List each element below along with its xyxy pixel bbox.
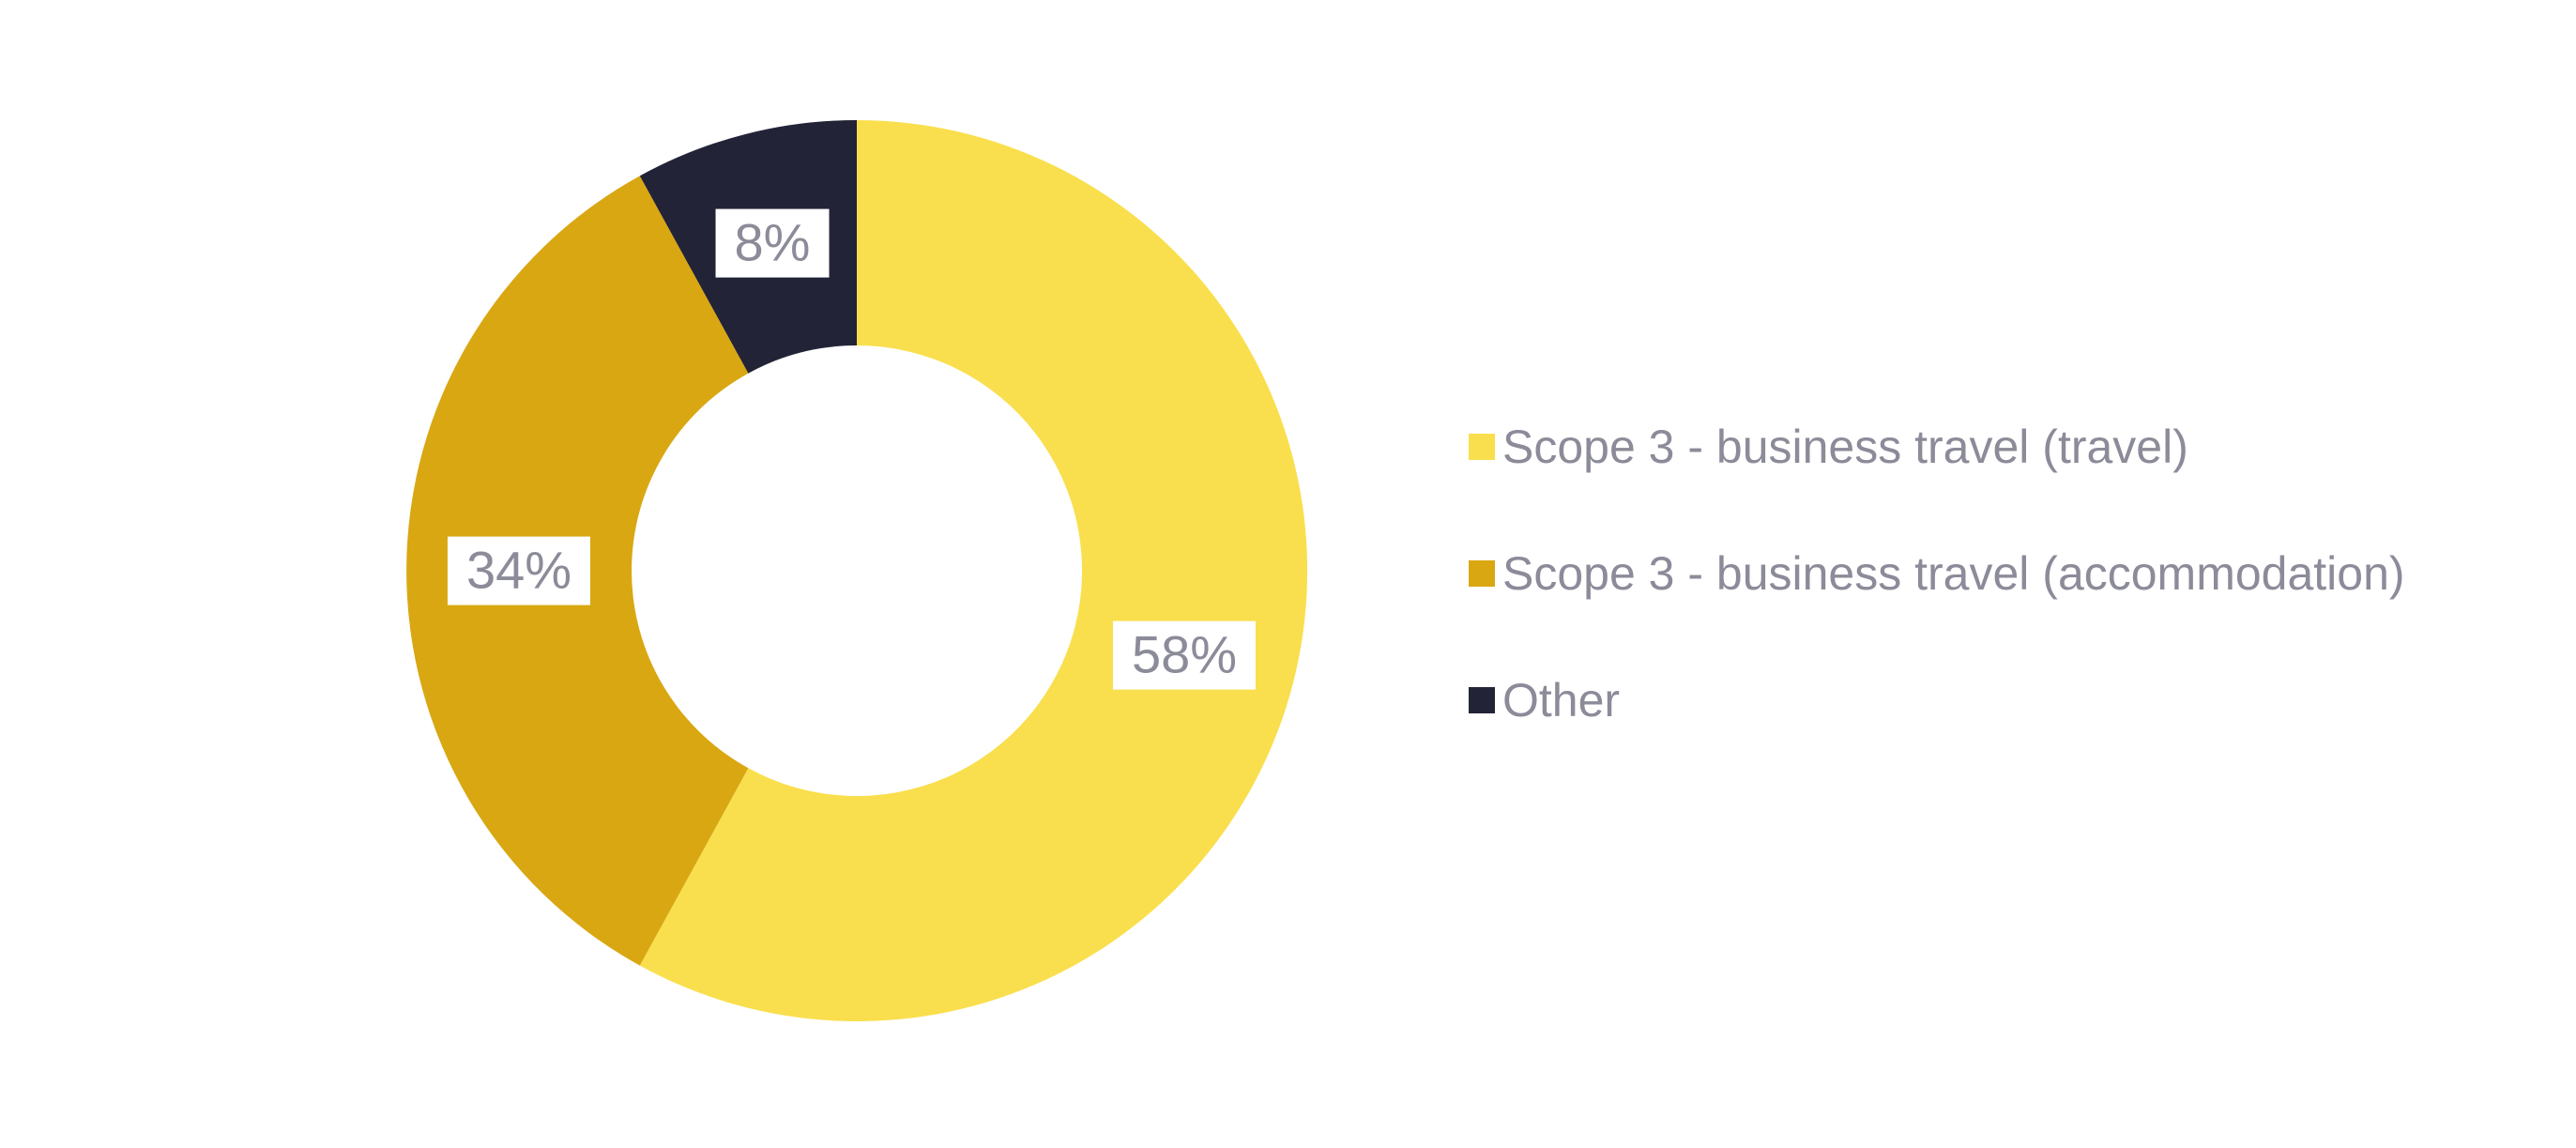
- chart-legend: Scope 3 - business travel (travel) Scope…: [1469, 420, 2405, 800]
- legend-label-travel: Scope 3 - business travel (travel): [1502, 421, 2188, 473]
- legend-swatch-other-icon: [1469, 687, 1495, 713]
- legend-item-other[interactable]: Other: [1469, 673, 2405, 727]
- legend-swatch-travel-icon: [1469, 434, 1495, 460]
- legend-item-accommodation[interactable]: Scope 3 - business travel (accommodation…: [1469, 546, 2405, 601]
- legend-label-other: Other: [1502, 674, 1621, 727]
- legend-label-accommodation: Scope 3 - business travel (accommodation…: [1502, 547, 2405, 600]
- legend-item-travel[interactable]: Scope 3 - business travel (travel): [1469, 420, 2405, 474]
- slice-label-0: 58%: [1112, 620, 1257, 690]
- donut-segment-0[interactable]: [639, 119, 1308, 1021]
- legend-swatch-accommodation-icon: [1469, 560, 1495, 587]
- slice-label-2: 8%: [715, 208, 830, 278]
- slice-label-1: 34%: [447, 536, 591, 605]
